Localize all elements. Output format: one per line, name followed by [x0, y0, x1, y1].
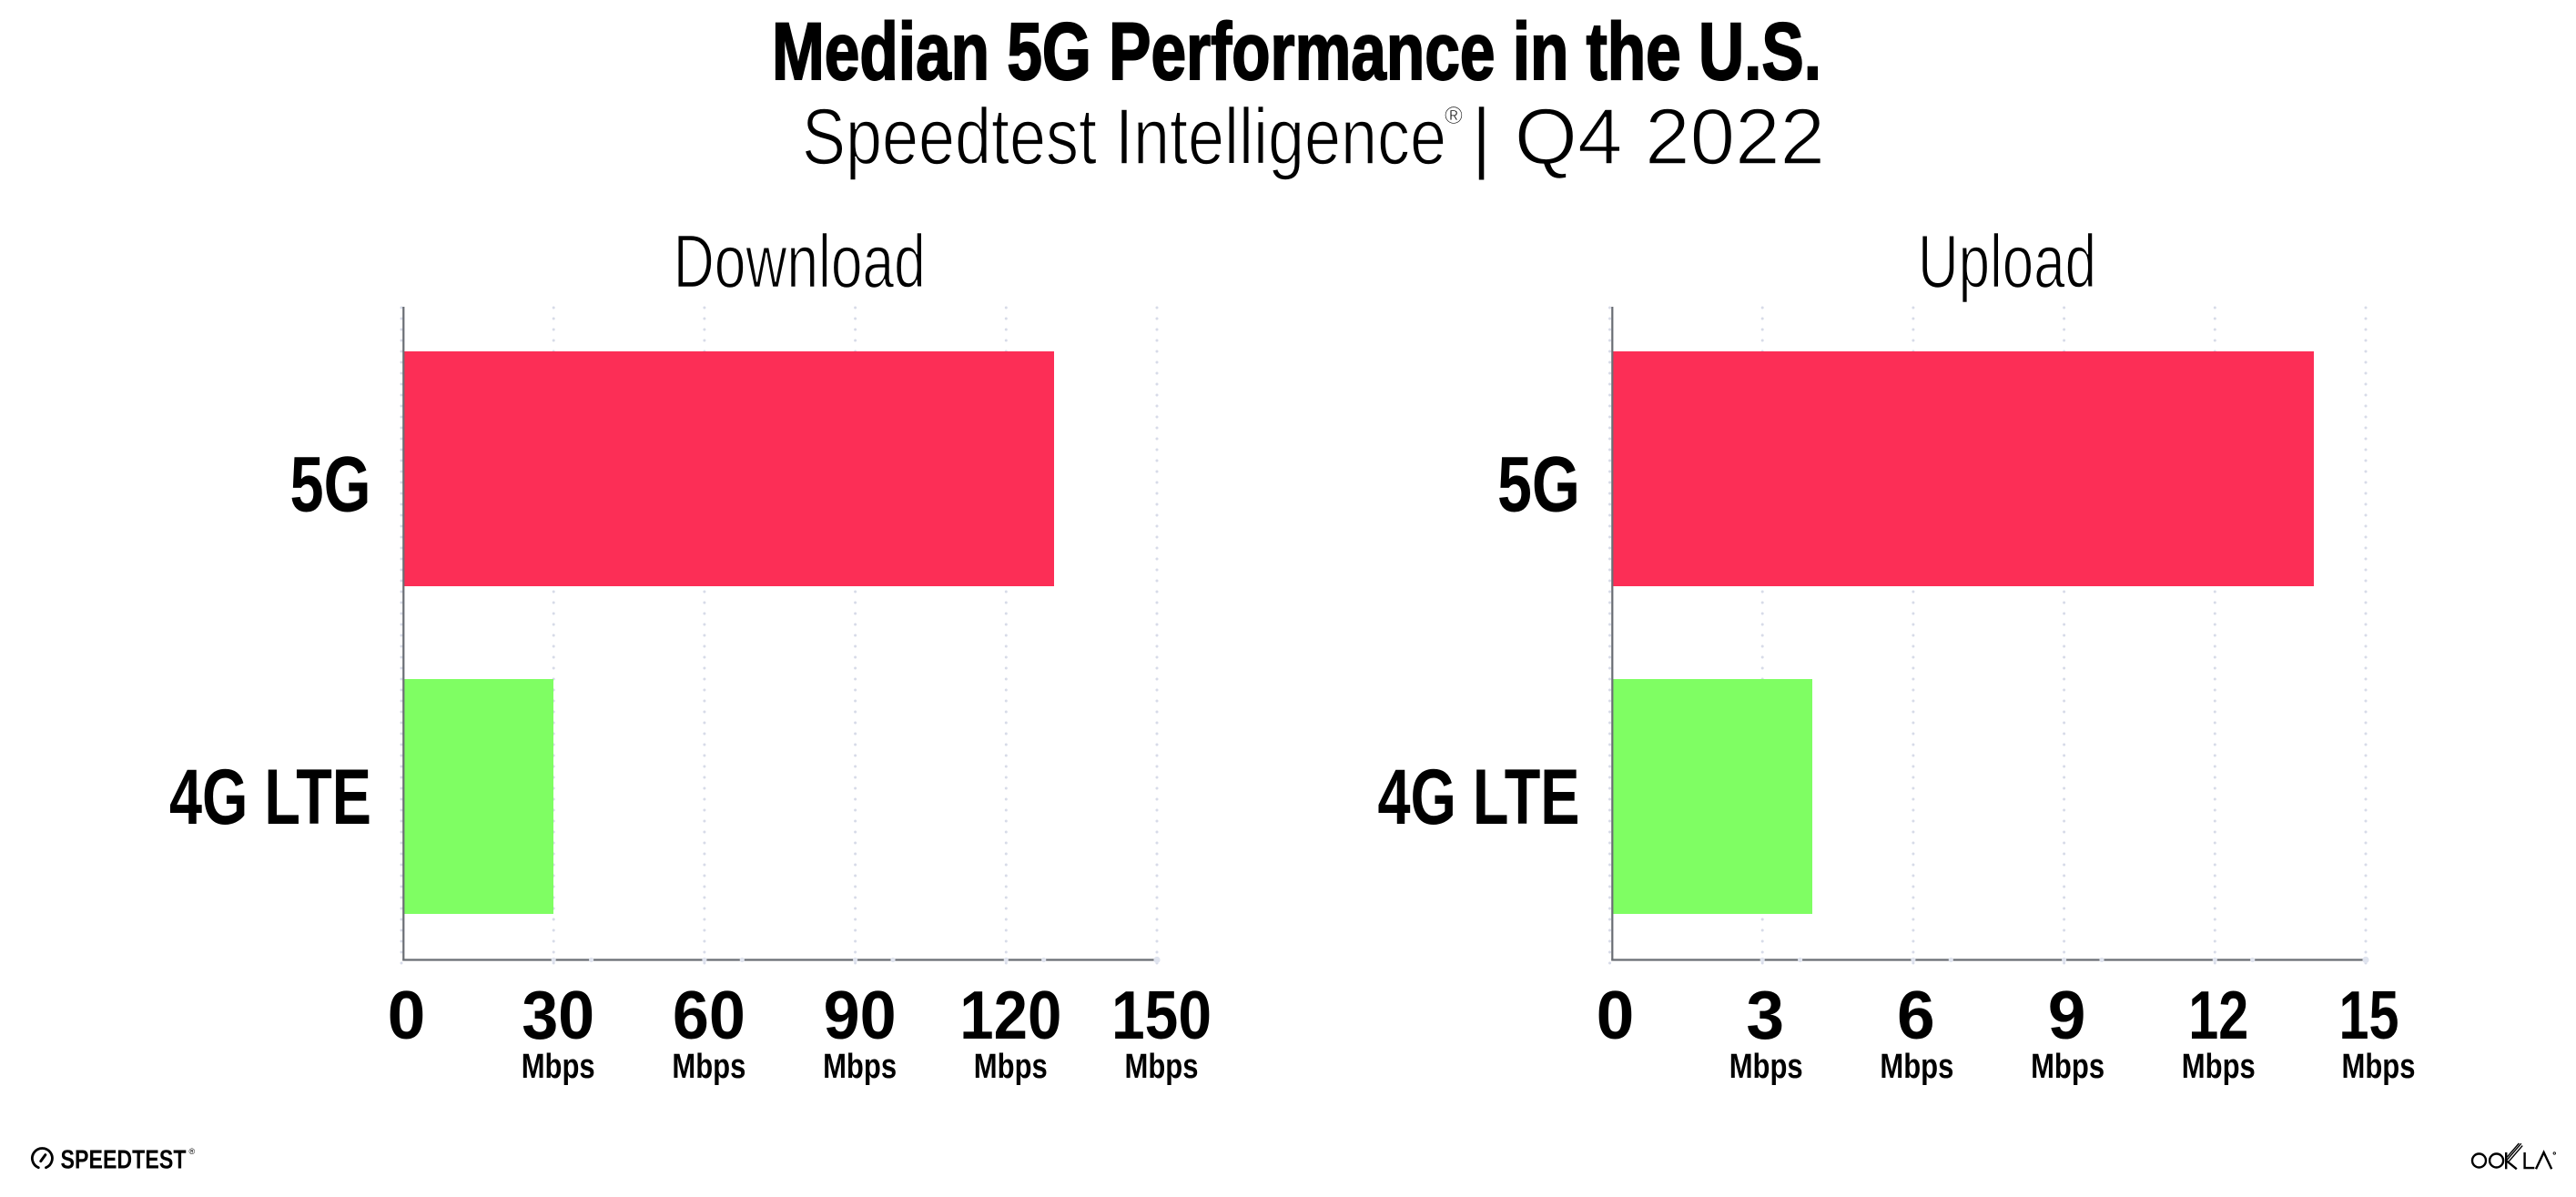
svg-text:150: 150 [1111, 977, 1212, 1053]
svg-text:Download: Download [674, 219, 926, 304]
svg-text:Speedtest Intelligence: Speedtest Intelligence [802, 93, 1446, 181]
svg-text:SPEEDTEST: SPEEDTEST [61, 1146, 187, 1175]
svg-text:| Q4 2022: | Q4 2022 [1471, 93, 1825, 181]
svg-text:30: 30 [522, 977, 594, 1053]
svg-text:60: 60 [673, 977, 745, 1053]
svg-text:®: ® [189, 1147, 196, 1156]
svg-text:Mbps: Mbps [2342, 1048, 2416, 1086]
svg-text:Mbps: Mbps [1880, 1048, 1953, 1086]
svg-text:5G: 5G [290, 441, 371, 529]
svg-text:15: 15 [2339, 977, 2399, 1053]
svg-text:0: 0 [1597, 977, 1635, 1053]
svg-text:9: 9 [2048, 977, 2086, 1053]
svg-text:0: 0 [388, 977, 426, 1053]
svg-text:Mbps: Mbps [522, 1048, 595, 1086]
svg-text:Mbps: Mbps [1125, 1048, 1199, 1086]
svg-text:Mbps: Mbps [974, 1048, 1048, 1086]
svg-text:12: 12 [2188, 977, 2248, 1053]
svg-text:5G: 5G [1497, 441, 1580, 529]
svg-text:®: ® [1445, 102, 1463, 129]
svg-text:Median 5G Performance in the U: Median 5G Performance in the U.S. [772, 5, 1821, 96]
svg-text:90: 90 [824, 977, 897, 1053]
svg-text:120: 120 [959, 977, 1061, 1053]
svg-text:Mbps: Mbps [1729, 1048, 1803, 1086]
svg-text:Mbps: Mbps [672, 1048, 745, 1086]
svg-text:Mbps: Mbps [823, 1048, 897, 1086]
svg-text:Mbps: Mbps [2182, 1048, 2256, 1086]
svg-text:Upload: Upload [1918, 219, 2096, 304]
svg-text:4G LTE: 4G LTE [169, 754, 371, 841]
svg-text:3: 3 [1746, 977, 1784, 1053]
svg-text:Mbps: Mbps [2031, 1048, 2104, 1086]
svg-text:4G LTE: 4G LTE [1378, 754, 1580, 841]
svg-text:6: 6 [1897, 977, 1935, 1053]
